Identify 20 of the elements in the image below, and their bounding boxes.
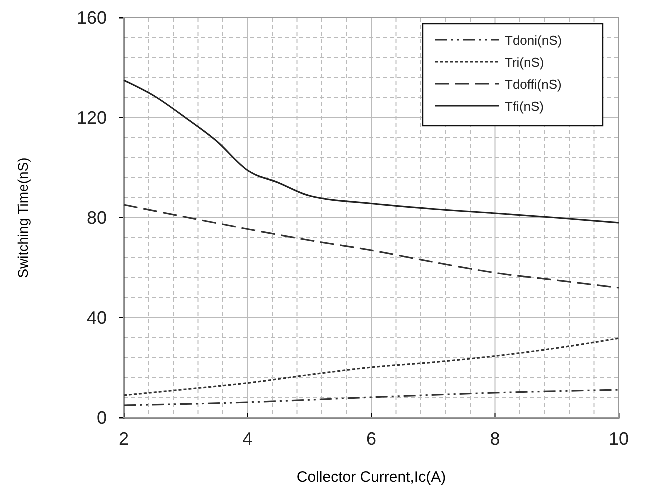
line-series [123,338,620,396]
x-tick-label: 4 [242,428,253,449]
y-tick-label: 120 [76,108,107,128]
legend-label: Tdoffi(nS) [505,77,562,92]
line-series [123,204,620,289]
x-tick-label: 8 [490,428,500,449]
x-tick-label: 6 [366,428,377,449]
y-tick-label: 80 [86,208,107,228]
y-axis-title: Switching Time(nS) [15,158,31,278]
line-series [123,80,620,224]
legend-label: Tdoni(nS) [505,33,562,48]
x-axis-title: Collector Current,Ic(A) [296,469,446,486]
legend-label: Tfi(nS) [505,99,544,114]
y-tick-label: 0 [96,408,107,428]
legend-label: Tri(nS) [505,55,544,70]
line-series [123,389,620,406]
x-tick-label: 10 [608,428,630,449]
y-tick-label: 160 [76,8,107,28]
x-tick-label: 2 [118,428,130,449]
y-tick-label: 40 [86,308,107,328]
